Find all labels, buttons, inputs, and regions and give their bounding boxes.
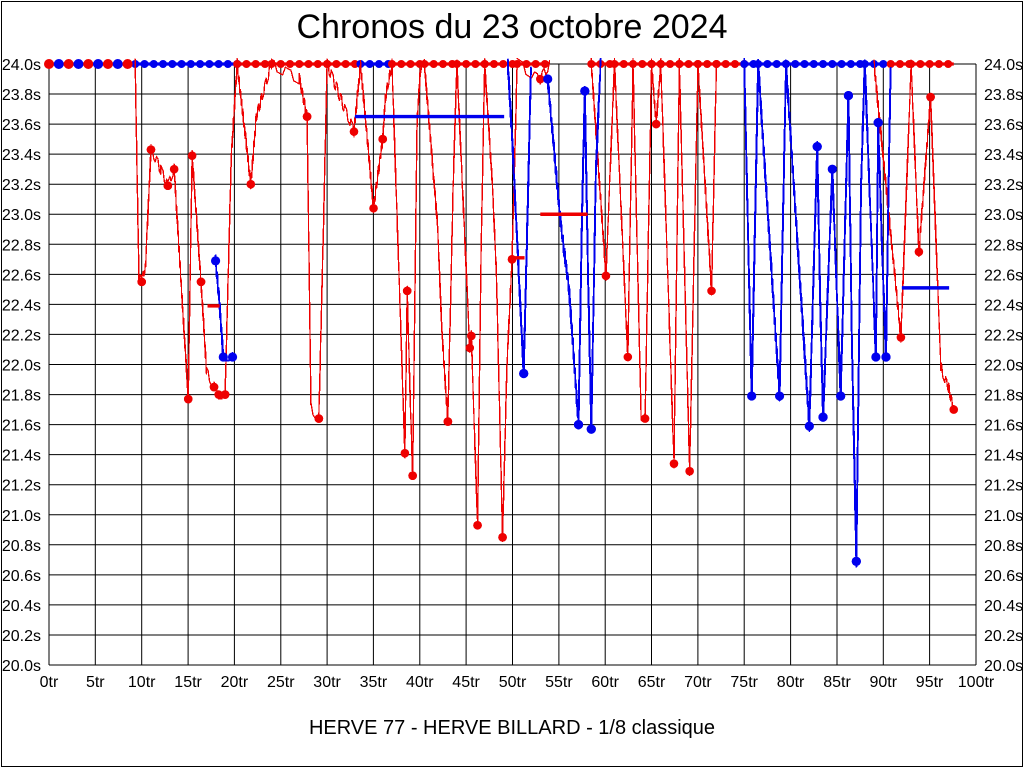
svg-text:20.4s: 20.4s	[984, 598, 1023, 615]
svg-text:24.0s: 24.0s	[2, 57, 41, 74]
svg-text:24.0s: 24.0s	[984, 57, 1023, 74]
svg-text:23.0s: 23.0s	[2, 207, 41, 224]
svg-text:100tr: 100tr	[958, 674, 995, 691]
svg-text:30tr: 30tr	[313, 674, 341, 691]
svg-text:20.8s: 20.8s	[2, 538, 41, 555]
svg-text:22.4s: 22.4s	[2, 297, 41, 314]
svg-text:21.0s: 21.0s	[984, 508, 1023, 525]
svg-text:23.6s: 23.6s	[984, 117, 1023, 134]
svg-text:85tr: 85tr	[823, 674, 851, 691]
svg-text:21.8s: 21.8s	[2, 388, 41, 405]
svg-text:20.6s: 20.6s	[2, 568, 41, 585]
svg-text:20.0s: 20.0s	[2, 658, 41, 675]
svg-text:45tr: 45tr	[452, 674, 480, 691]
svg-text:21.6s: 21.6s	[2, 418, 41, 435]
svg-text:22.4s: 22.4s	[984, 297, 1023, 314]
svg-text:22.2s: 22.2s	[984, 327, 1023, 344]
svg-text:22.2s: 22.2s	[2, 327, 41, 344]
svg-text:20.8s: 20.8s	[984, 538, 1023, 555]
svg-text:23.0s: 23.0s	[984, 207, 1023, 224]
svg-text:21.0s: 21.0s	[2, 508, 41, 525]
svg-text:20.2s: 20.2s	[984, 628, 1023, 645]
svg-text:22.8s: 22.8s	[2, 237, 41, 254]
svg-text:23.4s: 23.4s	[2, 147, 41, 164]
svg-text:50tr: 50tr	[499, 674, 527, 691]
svg-text:5tr: 5tr	[86, 674, 105, 691]
svg-text:35tr: 35tr	[360, 674, 388, 691]
svg-text:20.4s: 20.4s	[2, 598, 41, 615]
svg-text:70tr: 70tr	[684, 674, 712, 691]
svg-text:10tr: 10tr	[128, 674, 156, 691]
svg-text:21.2s: 21.2s	[984, 478, 1023, 495]
svg-text:22.8s: 22.8s	[984, 237, 1023, 254]
svg-text:22.0s: 22.0s	[984, 358, 1023, 375]
svg-text:23.6s: 23.6s	[2, 117, 41, 134]
svg-text:21.4s: 21.4s	[2, 448, 41, 465]
svg-text:20tr: 20tr	[221, 674, 249, 691]
svg-text:90tr: 90tr	[870, 674, 898, 691]
svg-text:65tr: 65tr	[638, 674, 666, 691]
svg-text:15tr: 15tr	[174, 674, 202, 691]
svg-text:21.4s: 21.4s	[984, 448, 1023, 465]
svg-text:60tr: 60tr	[591, 674, 619, 691]
svg-text:40tr: 40tr	[406, 674, 434, 691]
svg-text:22.0s: 22.0s	[2, 358, 41, 375]
svg-text:55tr: 55tr	[545, 674, 573, 691]
svg-text:21.8s: 21.8s	[984, 388, 1023, 405]
svg-text:22.6s: 22.6s	[2, 267, 41, 284]
svg-text:25tr: 25tr	[267, 674, 295, 691]
svg-text:23.2s: 23.2s	[984, 177, 1023, 194]
svg-text:23.8s: 23.8s	[984, 87, 1023, 104]
svg-text:95tr: 95tr	[916, 674, 944, 691]
svg-text:22.6s: 22.6s	[984, 267, 1023, 284]
svg-text:0tr: 0tr	[40, 674, 59, 691]
svg-text:23.4s: 23.4s	[984, 147, 1023, 164]
svg-text:80tr: 80tr	[777, 674, 805, 691]
svg-text:21.2s: 21.2s	[2, 478, 41, 495]
svg-text:20.6s: 20.6s	[984, 568, 1023, 585]
svg-text:20.2s: 20.2s	[2, 628, 41, 645]
svg-text:21.6s: 21.6s	[984, 418, 1023, 435]
svg-text:20.0s: 20.0s	[984, 658, 1023, 675]
svg-text:23.2s: 23.2s	[2, 177, 41, 194]
svg-text:23.8s: 23.8s	[2, 87, 41, 104]
svg-text:75tr: 75tr	[730, 674, 758, 691]
